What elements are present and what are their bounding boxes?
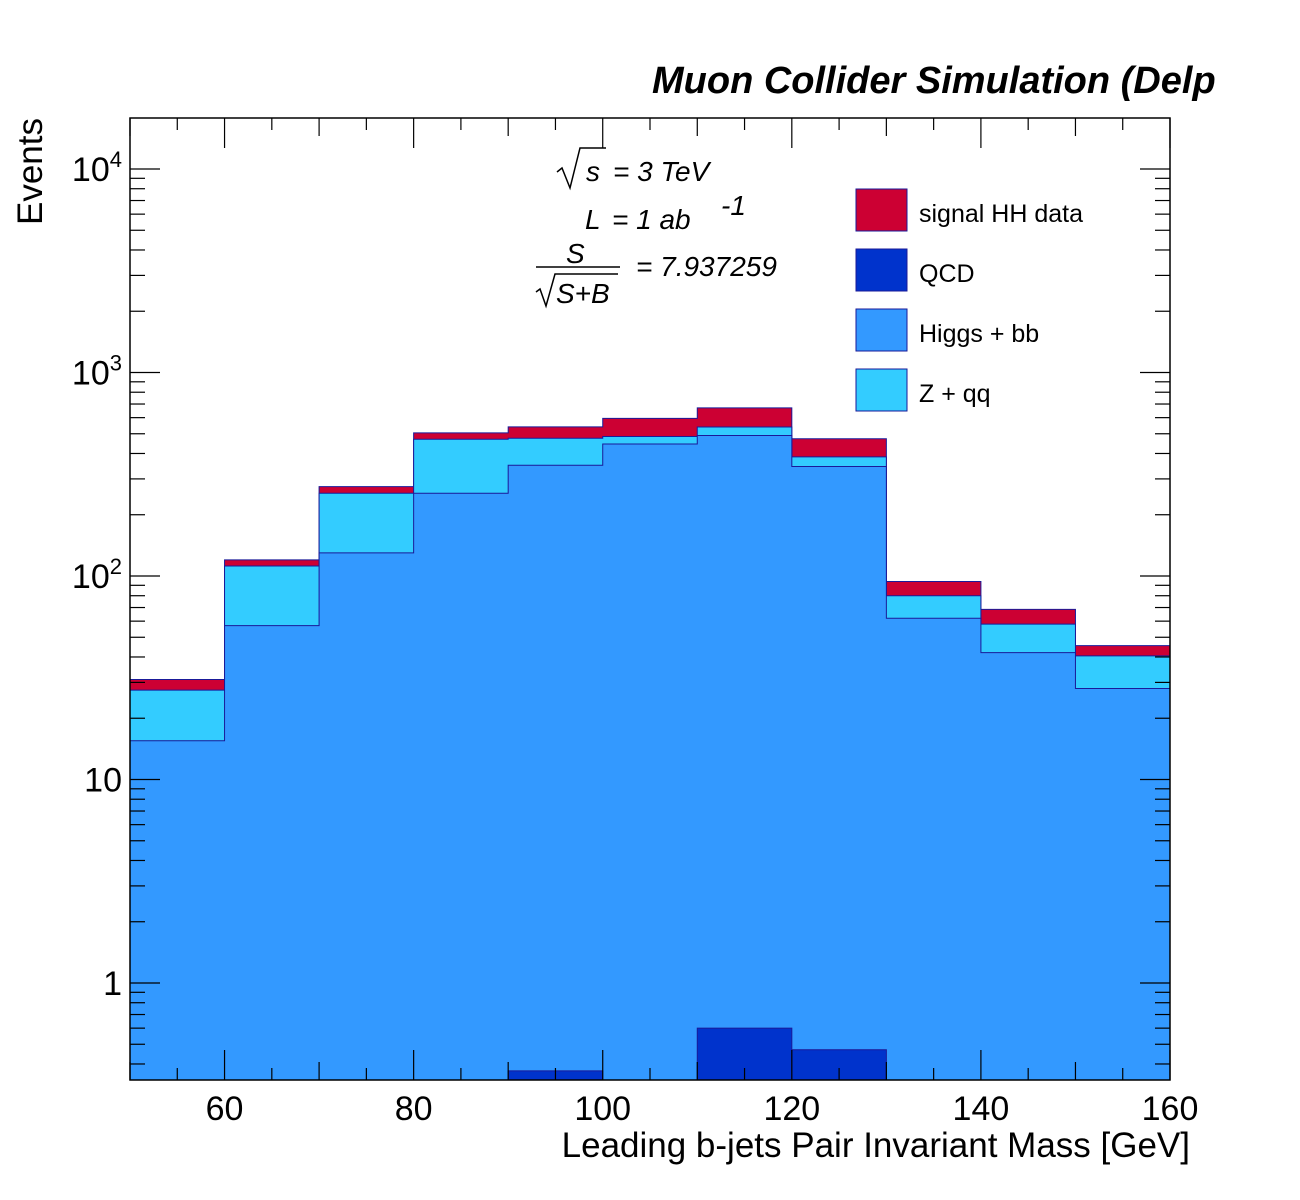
annotation-significance-numerator: S [566, 238, 585, 269]
legend-swatch [855, 248, 908, 292]
annotation-significance-denominator: S+B [556, 278, 610, 309]
x-tick-label: 120 [763, 1090, 820, 1128]
legend-swatch [855, 308, 908, 352]
legend-swatch [855, 368, 908, 412]
y-axis-label: Events [11, 118, 50, 225]
plot-area [130, 407, 1170, 1080]
legend-label: QCD [919, 260, 975, 288]
annotations: s = 3 TeV L = 1 ab -1 S S+B = 7.937259 [535, 147, 777, 309]
x-axis-label: Leading b-jets Pair Invariant Mass [GeV] [562, 1126, 1190, 1165]
series-higgs-bb-stack [130, 435, 1170, 1080]
x-ticks: 60 80 100 120 140 160 [129, 118, 1199, 1128]
y-tick-label: 1 [103, 965, 122, 1003]
y-tick-label: 102 [72, 554, 122, 596]
legend-swatch [855, 188, 908, 232]
y-tick-label: 103 [72, 351, 122, 393]
legend-label: Z + qq [919, 380, 991, 408]
annotation-lumi-value: = 1 ab [612, 204, 691, 235]
y-tick-label: 104 [72, 147, 122, 189]
chart-title: Muon Collider Simulation (Delp [652, 60, 1216, 102]
sqrt-symbol [556, 147, 606, 191]
sqrt-symbol [535, 273, 618, 309]
x-tick-label: 160 [1142, 1090, 1199, 1128]
legend-label: signal HH data [919, 200, 1083, 228]
annotation-sqrt-s: s [586, 156, 600, 187]
annotation-significance-value: = 7.937259 [636, 251, 777, 282]
annotation-lumi-label: L [585, 204, 601, 235]
y-ticks: 1 10 102 103 104 [72, 147, 1170, 1065]
legend-label: Higgs + bb [919, 320, 1039, 348]
x-tick-label: 100 [574, 1090, 631, 1128]
annotation-lumi-exponent: -1 [721, 190, 746, 221]
y-tick-label: 10 [84, 762, 122, 800]
legend: signal HH data QCD Higgs + bb Z + qq [855, 188, 1083, 412]
x-tick-label: 140 [953, 1090, 1010, 1128]
x-tick-label: 60 [206, 1090, 244, 1128]
x-tick-label: 80 [395, 1090, 433, 1128]
annotation-energy: = 3 TeV [613, 156, 712, 187]
